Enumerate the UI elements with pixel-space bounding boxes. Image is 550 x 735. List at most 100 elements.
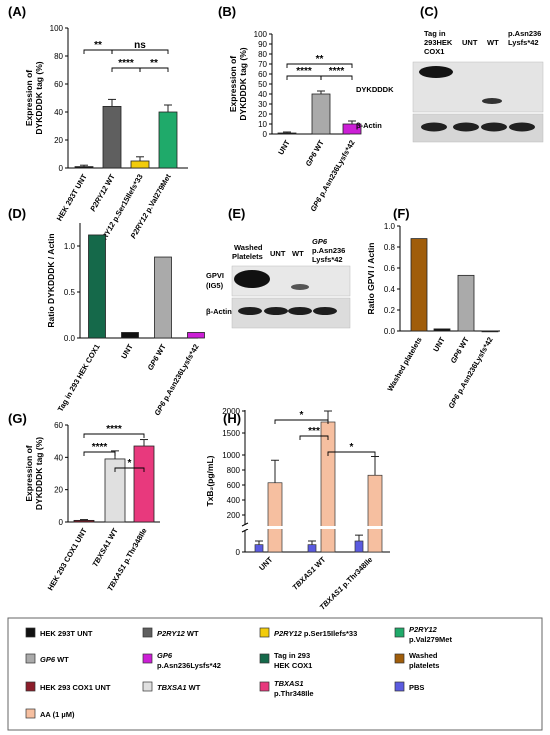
bar (311, 93, 331, 135)
legend-label: HEK 293 COX1 UNT (40, 683, 111, 692)
y-axis-label: Ratio DYKDDDK / Actin (46, 233, 56, 327)
band (482, 98, 502, 104)
lane-label: Platelets (232, 252, 263, 261)
bar (73, 519, 95, 523)
y-tick-label: 60 (258, 70, 267, 79)
band (234, 270, 270, 288)
panel-g: (G) 0 20 40 60 Expression of DYKDDDK tag (%) HE… (8, 411, 160, 593)
bar (307, 544, 317, 553)
panel-label: (B) (218, 4, 236, 19)
legend-label: HEK COX1 (274, 661, 312, 670)
x-tick-label: UNT (257, 555, 275, 573)
legend-label: GP6 (157, 651, 173, 660)
y-tick-label: 20 (54, 486, 63, 495)
y-tick-label: 2000 (222, 407, 240, 416)
significance-label: ns (134, 40, 146, 51)
legend-label: TBXSA1 WT (157, 683, 201, 692)
significance-bracket (83, 451, 116, 456)
y-axis-label: DYKDDDK tag (%) (34, 61, 44, 134)
lane-label: p.Asn236 (508, 29, 541, 38)
legend-label: PBS (409, 683, 424, 692)
variant-text: p.Asn236Lysfs*42 (160, 343, 201, 405)
lane-label: UNT (462, 38, 478, 47)
y-tick-label: 600 (227, 481, 241, 490)
bar (154, 256, 172, 339)
significance-bracket (83, 433, 145, 438)
y-tick-label: 40 (54, 453, 63, 462)
band (291, 284, 309, 290)
y-axis-label: TxB₂(pg/mL) (205, 455, 215, 506)
y-tick-label: 80 (54, 52, 63, 61)
lane-label: UNT (270, 249, 286, 258)
y-tick-label: 1500 (222, 429, 240, 438)
bar (74, 166, 94, 169)
x-tick-label: HEK 293T UNT (55, 172, 89, 222)
legend-label: p.Val279Met (409, 635, 452, 644)
legend-label: platelets (409, 661, 439, 670)
legend-item: P2RY12 p.Ser15Ilefs*33 (259, 627, 357, 638)
x-tick-label: Washed platelets (385, 336, 423, 393)
y-tick-label: 0.6 (384, 264, 396, 273)
y-tick-label: 80 (258, 50, 267, 59)
significance-bracket (286, 63, 353, 68)
x-tick-label: UNT (431, 335, 447, 353)
band-label: DYKDDDK (356, 85, 394, 94)
y-tick-label: 90 (258, 40, 267, 49)
bar (267, 482, 283, 553)
bar (102, 106, 122, 169)
significance-label: **** (329, 66, 345, 77)
panel-label: (H) (223, 411, 241, 426)
x-tick-label: HEK 293 COX1 UNT (46, 526, 89, 592)
variant-text: p.Val279Met (142, 172, 173, 216)
lane-label: Lysfs*42 (508, 38, 539, 47)
x-tick-label: TBXAS1 p.Thr348Ile (318, 555, 375, 612)
gene-symbol: P2RY12 (409, 625, 438, 634)
y-tick-label: 1.0 (384, 222, 396, 231)
bar (130, 160, 150, 169)
band (509, 122, 535, 132)
bar (457, 274, 475, 332)
y-tick-label: 60 (54, 421, 63, 430)
bar (158, 111, 178, 169)
significance-label: * (350, 442, 354, 453)
y-tick-label: 1.0 (64, 242, 76, 251)
y-tick-label: 70 (258, 60, 267, 69)
legend-item: Tag in 293HEK COX1 (259, 651, 312, 670)
y-tick-label: 0.2 (384, 306, 396, 315)
legend-label: P2RY12 (409, 625, 438, 634)
legend-label: Washed (409, 651, 438, 660)
bar (481, 330, 499, 333)
variant-text: WT (55, 655, 69, 664)
lane-label: WT (487, 38, 499, 47)
panel-label: (C) (420, 4, 438, 19)
y-tick-label: 40 (258, 90, 267, 99)
y-tick-label: 60 (54, 80, 63, 89)
legend-item: PBS (394, 681, 424, 692)
legend-label: P2RY12 p.Ser15Ilefs*33 (274, 629, 357, 638)
legend-item: P2RY12 WT (142, 627, 199, 638)
x-tick-label: GP6 p.Asn236Lysfs*42 (446, 336, 494, 411)
bar (367, 474, 383, 553)
significance-bracket (299, 435, 329, 440)
significance-label: **** (118, 58, 134, 69)
variant-text: WT (311, 138, 326, 155)
gene-symbol: GP6 (157, 651, 173, 660)
band (453, 122, 479, 132)
legend-swatch (25, 653, 36, 664)
legend-item: GP6 WT (25, 653, 69, 664)
band (288, 307, 312, 315)
axis-break-gap (247, 526, 392, 529)
y-axis-label: Expression of (228, 56, 238, 112)
variant-text: WT (105, 526, 120, 543)
y-axis-label: DYKDDDK tag (%) (238, 47, 248, 120)
band (419, 66, 453, 78)
panel-h: (H) 0 200 400 600 800 1000 1500 2000 TxB₂(pg/mL) U… (205, 407, 392, 612)
y-tick-label: 0 (59, 164, 64, 173)
band (238, 307, 262, 315)
band-label: (IG5) (206, 281, 224, 290)
axis-break-mark (241, 522, 249, 527)
